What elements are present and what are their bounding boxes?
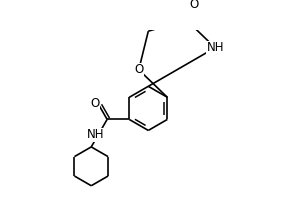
Text: NH: NH xyxy=(87,128,105,141)
Text: O: O xyxy=(90,97,100,110)
Text: O: O xyxy=(189,0,199,11)
Text: O: O xyxy=(134,63,143,76)
Text: NH: NH xyxy=(206,41,224,54)
